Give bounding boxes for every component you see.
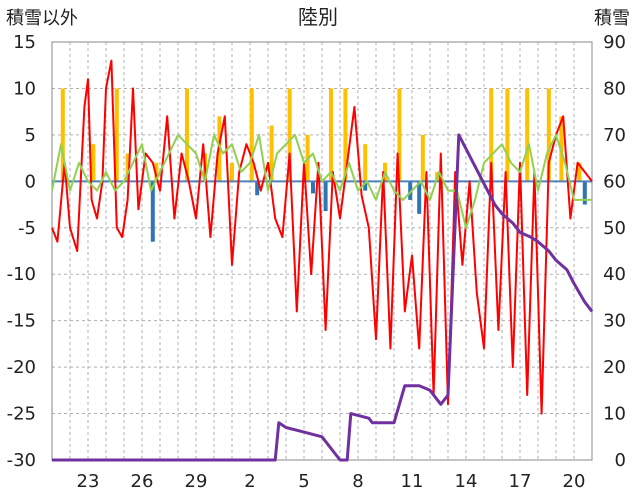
bar <box>577 162 582 182</box>
right-tick-label: 10 <box>603 404 626 425</box>
x-tick-label: 29 <box>185 471 208 492</box>
right-tick-label: 40 <box>603 264 626 285</box>
right-tick-label: 70 <box>603 125 626 146</box>
left-axis-label: 積雪以外 <box>6 8 78 29</box>
right-tick-label: 50 <box>603 218 626 239</box>
left-tick-label: -10 <box>7 264 36 285</box>
bar <box>408 181 413 200</box>
bar <box>249 88 254 182</box>
series-line <box>52 133 594 462</box>
left-tick-label: -15 <box>7 311 36 332</box>
right-tick-label: 90 <box>603 32 626 53</box>
bar <box>363 144 368 182</box>
gridlines <box>51 41 593 461</box>
bar <box>311 181 315 194</box>
left-tick-label: 0 <box>25 171 36 192</box>
x-tick-label: 26 <box>131 471 154 492</box>
bar <box>150 181 155 242</box>
left-tick-label: -5 <box>18 218 36 239</box>
bar <box>525 88 530 182</box>
bar <box>255 181 260 196</box>
right-tick-label: 30 <box>603 311 626 332</box>
left-tick-label: -25 <box>7 404 36 425</box>
x-tick-label: 11 <box>401 471 424 492</box>
x-tick-label: 17 <box>509 471 532 492</box>
bar <box>269 125 274 182</box>
bar <box>323 181 328 212</box>
bar <box>420 134 425 182</box>
bars <box>60 88 587 242</box>
bar <box>397 88 402 182</box>
left-tick-label: 15 <box>13 32 36 53</box>
bar <box>417 181 422 214</box>
bar <box>125 153 130 182</box>
bar <box>546 88 551 182</box>
series-line <box>51 59 593 415</box>
bar <box>154 162 159 182</box>
chart-title: 陸別 <box>298 5 338 29</box>
series-lines <box>51 59 594 462</box>
x-tick-label: 23 <box>77 471 100 492</box>
bar <box>329 88 333 182</box>
right-tick-label: 60 <box>603 171 626 192</box>
right-tick-label: 80 <box>603 78 626 99</box>
x-tick-label: 20 <box>563 471 586 492</box>
bar <box>230 162 234 182</box>
left-tick-label: -20 <box>7 357 36 378</box>
left-tick-label: -30 <box>7 450 36 471</box>
bar <box>60 88 65 182</box>
x-tick-label: 14 <box>455 471 478 492</box>
bar <box>505 88 510 182</box>
tick-labels: -30 -25 -20 -15 -10 -5 0 5 10 15 0 10 20 30 40 50 60 70 80… <box>7 32 626 492</box>
x-tick-label: 5 <box>298 471 309 492</box>
right-tick-label: 0 <box>615 450 626 471</box>
bar <box>287 88 292 182</box>
x-tick-label: 2 <box>244 471 255 492</box>
left-tick-label: 10 <box>13 78 36 99</box>
left-tick-label: 5 <box>25 125 36 146</box>
bar <box>91 144 96 182</box>
bar <box>582 181 587 205</box>
bar <box>114 88 119 182</box>
bar <box>185 88 189 182</box>
x-tick-label: 8 <box>352 471 363 492</box>
plot-area <box>51 41 593 461</box>
right-axis-label: 積雪 <box>594 8 630 29</box>
right-tick-label: 20 <box>603 357 626 378</box>
bar <box>489 88 494 182</box>
series-line <box>51 133 592 229</box>
bar <box>363 181 368 191</box>
bar <box>343 88 348 182</box>
